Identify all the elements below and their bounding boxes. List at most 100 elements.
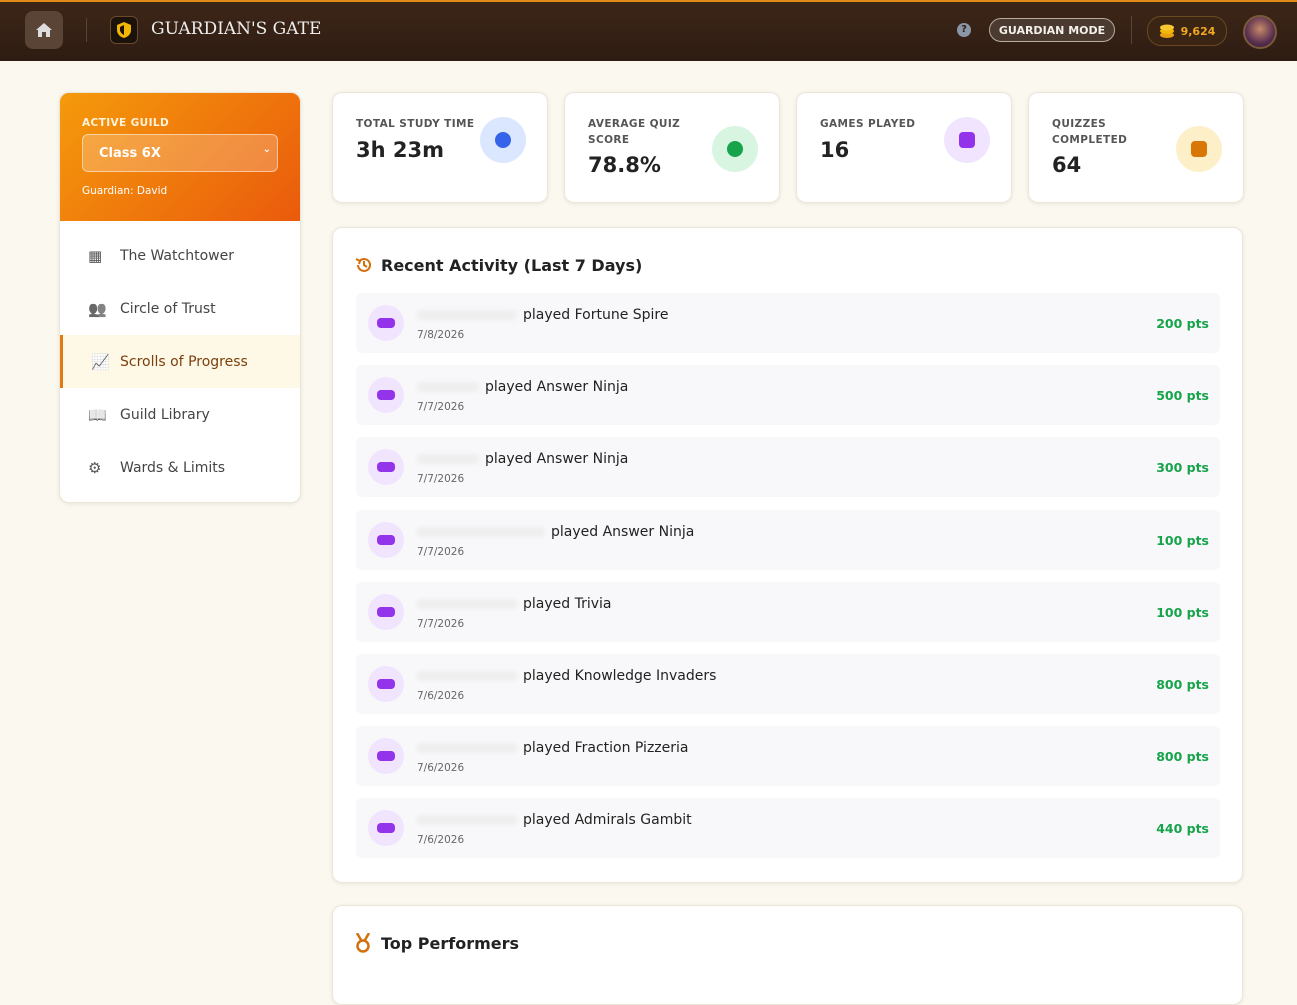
stat-value: 78.8% bbox=[588, 153, 661, 177]
stat-label: QUIZZES COMPLETED bbox=[1052, 118, 1128, 146]
stat-value: 3h 23m bbox=[356, 138, 444, 162]
nav-item[interactable]: ⚙ Wards & Limits bbox=[60, 441, 300, 494]
stat-card: TOTAL STUDY TIME 3h 23m bbox=[332, 92, 548, 203]
nav-icon: ⚙ bbox=[88, 458, 102, 477]
stat-label: AVERAGE QUIZ SCORE bbox=[588, 118, 681, 146]
icon-glyph bbox=[1191, 141, 1207, 157]
activity-title: Recent Activity (Last 7 Days) bbox=[381, 256, 643, 275]
activity-item: played Answer Ninja 7/7/2026 300 pts bbox=[356, 437, 1220, 498]
nav-label: Scrolls of Progress bbox=[120, 353, 248, 370]
game-icon bbox=[368, 738, 404, 775]
activity-text: played Answer Ninja bbox=[417, 524, 694, 540]
nav-item[interactable]: 📈 Scrolls of Progress bbox=[60, 335, 300, 388]
history-icon bbox=[355, 257, 371, 272]
nav-item[interactable]: ▦ The Watchtower bbox=[60, 229, 300, 282]
activity-date: 7/7/2026 bbox=[417, 401, 465, 414]
divider bbox=[86, 18, 87, 42]
activity-text: played Fortune Spire bbox=[417, 307, 669, 323]
activity-desc: played Fortune Spire bbox=[523, 307, 669, 323]
medal-icon bbox=[355, 933, 371, 953]
activity-date: 7/8/2026 bbox=[417, 329, 465, 341]
activity-desc: played Answer Ninja bbox=[485, 379, 629, 396]
home-button[interactable] bbox=[25, 11, 63, 49]
activity-text: played Trivia bbox=[417, 596, 611, 612]
shield-icon bbox=[117, 22, 131, 38]
help-icon[interactable]: ? bbox=[957, 23, 971, 37]
mode-badge[interactable]: GUARDIAN MODE bbox=[989, 18, 1115, 42]
activity-date: 7/7/2026 bbox=[417, 473, 465, 486]
header: GUARDIAN'S GATE ? GUARDIAN MODE 9,624 bbox=[0, 0, 1297, 61]
nav-label: Circle of Trust bbox=[120, 300, 216, 317]
nav-icon: 👥 bbox=[88, 299, 107, 318]
icon-glyph bbox=[959, 132, 975, 148]
divider bbox=[1131, 16, 1132, 44]
coin-count: 9,624 bbox=[1180, 24, 1216, 38]
activity-points: 200 pts bbox=[1156, 316, 1209, 331]
stat-icon bbox=[480, 117, 526, 163]
stat-card: GAMES PLAYED 16 bbox=[796, 92, 1012, 203]
game-icon bbox=[368, 449, 404, 486]
stat-value: 16 bbox=[820, 138, 850, 162]
activity-desc: played Answer Ninja bbox=[551, 523, 695, 540]
icon-glyph bbox=[377, 679, 395, 689]
guild-label: ACTIVE GUILD bbox=[82, 117, 170, 129]
nav-item[interactable]: 👥 Circle of Trust bbox=[60, 282, 300, 335]
avatar[interactable] bbox=[1243, 15, 1277, 49]
nav-label: The Watchtower bbox=[120, 247, 234, 264]
icon-glyph bbox=[377, 823, 395, 834]
coin-balance: 9,624 bbox=[1147, 16, 1227, 46]
activity-date: 7/6/2026 bbox=[417, 762, 465, 775]
stat-value: 64 bbox=[1052, 153, 1082, 177]
activity-item: played Knowledge Invaders 7/6/2026 800 pts bbox=[356, 654, 1220, 714]
redacted-name bbox=[417, 310, 517, 320]
activity-card: Recent Activity (Last 7 Days) played For… bbox=[332, 227, 1243, 883]
game-icon bbox=[368, 305, 404, 341]
app-title: GUARDIAN'S GATE bbox=[151, 19, 322, 39]
stat-card: QUIZZES COMPLETED 64 bbox=[1028, 92, 1244, 203]
icon-glyph bbox=[495, 132, 511, 148]
activity-points: 100 pts bbox=[1156, 604, 1209, 620]
activity-text: played Answer Ninja bbox=[417, 379, 628, 395]
game-icon bbox=[368, 521, 404, 558]
sidebar: ACTIVE GUILD Class 6X ⌄ Guardian: David ▦… bbox=[59, 92, 301, 503]
icon-glyph bbox=[377, 751, 395, 762]
activity-text: played Fraction Pizzeria bbox=[417, 740, 688, 756]
guild-select[interactable]: Class 6X ⌄ bbox=[82, 134, 278, 172]
activity-points: 300 pts bbox=[1156, 460, 1209, 476]
stat-label: TOTAL STUDY TIME bbox=[356, 118, 475, 130]
activity-desc: played Trivia bbox=[523, 595, 612, 612]
nav-icon: 📈 bbox=[91, 352, 110, 371]
activity-date: 7/7/2026 bbox=[417, 545, 465, 558]
activity-desc: played Knowledge Invaders bbox=[523, 668, 717, 684]
coin-icon bbox=[1159, 24, 1174, 38]
icon-glyph bbox=[377, 390, 395, 401]
guild-panel: ACTIVE GUILD Class 6X ⌄ Guardian: David bbox=[60, 93, 300, 221]
activity-desc: played Admirals Gambit bbox=[523, 812, 692, 829]
nav-icon: ▦ bbox=[88, 246, 103, 265]
activity-points: 440 pts bbox=[1156, 821, 1209, 837]
game-icon bbox=[368, 666, 404, 702]
activity-date: 7/7/2026 bbox=[417, 617, 465, 630]
stat-icon bbox=[712, 126, 758, 172]
icon-glyph bbox=[377, 606, 395, 617]
home-icon bbox=[36, 23, 52, 37]
activity-date: 7/6/2026 bbox=[417, 834, 465, 847]
activity-points: 800 pts bbox=[1156, 677, 1209, 692]
activity-item: played Answer Ninja 7/7/2026 100 pts bbox=[356, 509, 1220, 570]
redacted-name bbox=[417, 671, 517, 681]
activity-item: played Answer Ninja 7/7/2026 500 pts bbox=[356, 365, 1220, 426]
nav-item[interactable]: 📖 Guild Library bbox=[60, 388, 300, 441]
icon-glyph bbox=[377, 318, 395, 328]
chevron: ⌄ bbox=[262, 144, 271, 155]
activity-item: played Admirals Gambit 7/6/2026 440 pts bbox=[356, 798, 1220, 859]
redacted-name bbox=[417, 598, 517, 609]
icon-glyph bbox=[377, 534, 395, 545]
activity-text: played Knowledge Invaders bbox=[417, 668, 716, 684]
activity-item: played Trivia 7/7/2026 100 pts bbox=[356, 581, 1220, 642]
game-icon bbox=[368, 593, 404, 630]
activity-points: 800 pts bbox=[1156, 749, 1209, 765]
game-icon bbox=[368, 810, 404, 847]
activity-item: played Fortune Spire 7/8/2026 200 pts bbox=[356, 293, 1220, 353]
nav-icon: 📖 bbox=[88, 405, 107, 424]
